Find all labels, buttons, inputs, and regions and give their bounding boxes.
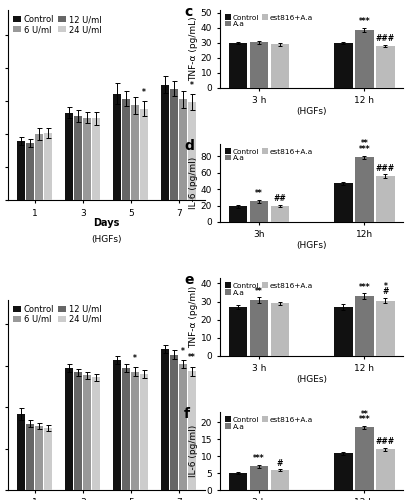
Bar	[26, 424, 34, 490]
Text: c: c	[184, 6, 192, 20]
Bar	[376, 46, 395, 88]
Text: **: **	[361, 410, 368, 418]
Text: ###: ###	[376, 34, 395, 43]
Bar	[229, 206, 247, 222]
Bar	[229, 43, 247, 88]
Text: **: **	[188, 354, 196, 362]
Bar	[44, 132, 53, 200]
Bar	[161, 84, 169, 200]
Legend: Control, A.a, est816+A.a: Control, A.a, est816+A.a	[224, 14, 314, 28]
Legend: Control, A.a, est816+A.a: Control, A.a, est816+A.a	[224, 148, 314, 162]
Text: ***: ***	[359, 18, 370, 26]
Y-axis label: IL-6 (pg/ml): IL-6 (pg/ml)	[189, 157, 198, 209]
Bar	[334, 454, 352, 490]
Bar	[17, 414, 25, 490]
Text: ***: ***	[359, 415, 370, 424]
Text: (HGFs): (HGFs)	[92, 235, 122, 244]
X-axis label: (HGFs): (HGFs)	[296, 106, 327, 116]
Text: d: d	[184, 140, 194, 153]
Legend: Control, 6 U/ml, 12 U/ml, 24 U/ml: Control, 6 U/ml, 12 U/ml, 24 U/ml	[12, 304, 102, 324]
Bar	[376, 450, 395, 490]
Text: *: *	[181, 347, 185, 356]
Bar	[334, 307, 352, 356]
Bar	[113, 360, 121, 490]
Bar	[131, 105, 139, 200]
Text: **: **	[361, 140, 368, 148]
Text: ***: ***	[359, 283, 370, 292]
Bar	[35, 426, 43, 490]
Bar	[65, 112, 73, 200]
Bar	[92, 378, 101, 490]
Text: ###: ###	[376, 164, 395, 173]
Bar	[250, 42, 268, 88]
Bar	[355, 428, 374, 490]
Text: ##: ##	[274, 194, 287, 203]
Legend: Control, A.a, est816+A.a: Control, A.a, est816+A.a	[224, 282, 314, 296]
Bar	[113, 94, 121, 200]
X-axis label: (HGFs): (HGFs)	[296, 240, 327, 250]
Text: *: *	[142, 88, 146, 97]
Bar	[26, 144, 34, 201]
Bar	[170, 88, 178, 200]
Bar	[271, 206, 289, 222]
Bar	[271, 304, 289, 356]
Bar	[161, 349, 169, 490]
Text: **: **	[255, 189, 263, 198]
Bar	[65, 368, 73, 490]
Text: f: f	[184, 408, 190, 422]
Bar	[179, 364, 187, 490]
Bar	[74, 116, 82, 200]
Bar	[229, 473, 247, 490]
X-axis label: (HGEs): (HGEs)	[296, 374, 327, 384]
Text: ***: ***	[359, 145, 370, 154]
Bar	[188, 102, 196, 200]
Bar	[179, 100, 187, 200]
Bar	[271, 470, 289, 490]
Bar	[44, 428, 53, 490]
Legend: Control, 6 U/ml, 12 U/ml, 24 U/ml: Control, 6 U/ml, 12 U/ml, 24 U/ml	[12, 14, 102, 35]
Text: *: *	[133, 354, 137, 363]
Bar	[376, 176, 395, 222]
Text: **: **	[255, 286, 263, 296]
Bar	[122, 98, 130, 200]
Bar	[131, 372, 139, 490]
Bar	[140, 108, 148, 200]
Bar	[170, 354, 178, 490]
Bar	[334, 184, 352, 222]
Text: #: #	[277, 459, 283, 468]
Y-axis label: TNF-α (pg/ml): TNF-α (pg/ml)	[189, 286, 198, 348]
Text: ***: ***	[253, 454, 265, 464]
Text: #: #	[382, 288, 389, 296]
Bar	[17, 141, 25, 201]
Bar	[271, 44, 289, 88]
Bar	[83, 118, 91, 200]
Bar	[92, 118, 101, 200]
Bar	[355, 157, 374, 222]
Legend: Control, A.a, est816+A.a: Control, A.a, est816+A.a	[224, 416, 314, 430]
Bar	[250, 466, 268, 490]
Bar	[355, 296, 374, 356]
Y-axis label: TNF-α (pg/mL): TNF-α (pg/mL)	[189, 16, 198, 82]
Bar	[122, 368, 130, 490]
Bar	[35, 134, 43, 200]
Bar	[140, 374, 148, 490]
Bar	[250, 300, 268, 356]
Text: e: e	[184, 274, 193, 287]
Bar	[334, 43, 352, 88]
Bar	[250, 202, 268, 222]
Text: *: *	[383, 282, 387, 291]
Bar	[376, 300, 395, 356]
Text: ###: ###	[376, 437, 395, 446]
Bar	[74, 372, 82, 490]
Bar	[355, 30, 374, 88]
Y-axis label: IL-6 (pg/ml): IL-6 (pg/ml)	[189, 425, 198, 477]
Text: *: *	[190, 82, 194, 90]
Bar	[83, 376, 91, 490]
Bar	[229, 307, 247, 356]
Bar	[188, 371, 196, 490]
X-axis label: Days: Days	[94, 218, 120, 228]
